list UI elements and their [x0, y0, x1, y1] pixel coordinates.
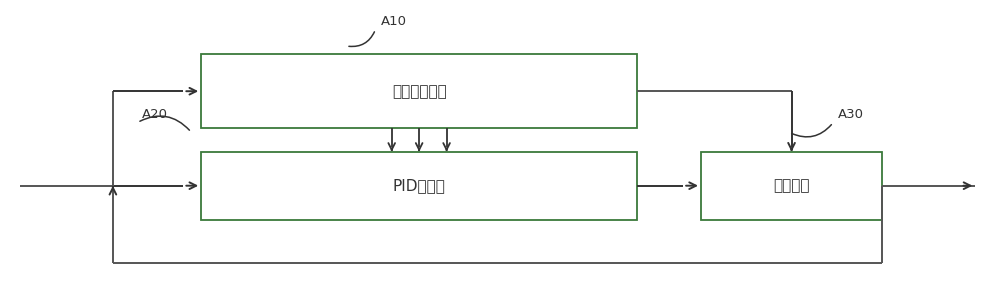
Bar: [701, 152, 882, 220]
Bar: [201, 54, 637, 128]
Text: A20: A20: [142, 108, 168, 121]
Bar: [201, 152, 637, 220]
Text: PID控制器: PID控制器: [393, 178, 446, 193]
Text: 继电识别模块: 继电识别模块: [392, 84, 447, 99]
Text: 被控对象: 被控对象: [773, 178, 810, 193]
Text: A10: A10: [380, 15, 406, 28]
Text: A30: A30: [838, 108, 864, 121]
